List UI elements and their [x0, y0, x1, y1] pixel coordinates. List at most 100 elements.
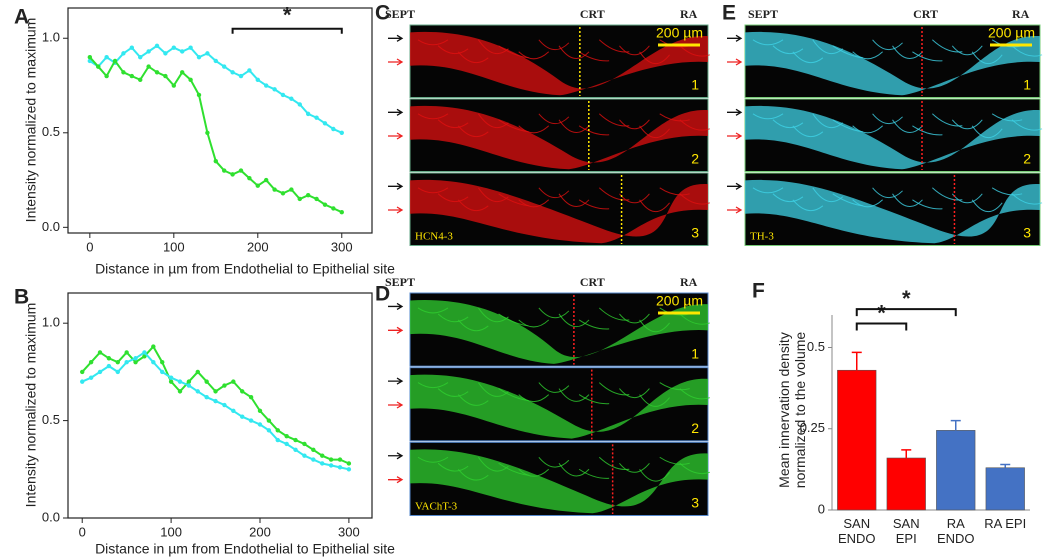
data-point — [205, 51, 210, 56]
error-bar — [950, 419, 961, 431]
y-tick-label: 0.0 — [42, 509, 60, 524]
fiber — [578, 468, 610, 479]
arrow — [388, 302, 404, 310]
data-point — [328, 463, 334, 468]
fiber — [619, 313, 650, 324]
data-point — [160, 359, 165, 365]
data-point — [297, 196, 302, 202]
y-axis-label: Mean innervation density normalized to t… — [776, 331, 808, 489]
arrow — [388, 108, 404, 116]
data-point — [163, 51, 168, 56]
data-point — [163, 73, 168, 79]
data-point — [112, 58, 118, 64]
data-point — [293, 447, 298, 453]
data-point — [129, 73, 135, 79]
y-tick-label: 0.5 — [42, 412, 60, 427]
fiber — [538, 456, 570, 468]
data-point — [328, 457, 334, 462]
fiber — [417, 456, 449, 463]
data-point — [293, 437, 298, 443]
x-axis-label: Distance in µm from Endothelial to Epith… — [95, 261, 395, 277]
data-point — [231, 379, 236, 384]
fiber — [951, 119, 983, 130]
data-point — [204, 379, 209, 384]
significance-bracket — [231, 27, 343, 34]
data-point — [97, 350, 103, 355]
fiber — [872, 39, 903, 51]
data-point — [331, 206, 336, 211]
data-point — [133, 356, 138, 361]
data-point — [213, 158, 219, 164]
data-point — [180, 49, 185, 54]
fiber — [679, 462, 711, 475]
data-point — [272, 87, 277, 92]
bar — [837, 369, 877, 511]
data-point — [106, 363, 112, 369]
data-point — [106, 356, 112, 361]
data-point — [311, 447, 316, 453]
fiber — [518, 468, 550, 477]
fiber — [679, 119, 711, 131]
scale-label: 200 µm — [988, 25, 1035, 41]
data-point — [205, 130, 210, 135]
data-point — [322, 202, 328, 207]
series-line — [81, 344, 350, 465]
data-point — [196, 54, 202, 60]
fiber — [457, 394, 489, 406]
x-tick-label: 300 — [338, 524, 360, 539]
data-point — [124, 359, 129, 365]
scale-label: 200 µm — [656, 293, 703, 309]
fiber — [971, 51, 1003, 65]
fiber — [872, 113, 903, 125]
strip-number: 2 — [691, 420, 699, 436]
arrow — [727, 58, 743, 66]
arrow — [727, 34, 743, 42]
x-axis-label: Distance in µm from Endothelial to Epith… — [95, 541, 395, 557]
fiber — [659, 187, 690, 196]
data-point — [138, 54, 143, 60]
data-point — [124, 350, 129, 355]
fiber — [558, 313, 590, 328]
fiber — [991, 187, 1023, 196]
fiber — [578, 51, 610, 62]
arrow — [388, 401, 404, 409]
strip-number: 2 — [691, 151, 699, 167]
data-point — [255, 77, 260, 83]
arrow — [388, 377, 404, 385]
x-tick-label: 300 — [331, 239, 353, 254]
data-point — [240, 389, 245, 394]
y-tick-label: 0.5 — [807, 339, 825, 354]
fiber — [679, 313, 711, 325]
region-label: RA — [680, 7, 698, 21]
x-tick-label: 200 — [247, 239, 269, 254]
y-tick-label: 1.0 — [42, 315, 60, 330]
significance-bracket — [855, 322, 908, 331]
significance-star: * — [283, 3, 292, 28]
data-point — [263, 83, 269, 88]
y-axis-label: Intensity normalized to maximum — [23, 18, 39, 223]
data-point — [213, 389, 218, 394]
data-point — [231, 408, 236, 414]
fiber — [437, 119, 469, 129]
y-tick-label: 0.0 — [42, 219, 60, 234]
data-point — [146, 64, 151, 69]
data-point — [257, 408, 263, 414]
fiber — [679, 45, 711, 57]
fiber — [417, 307, 449, 314]
data-point — [151, 344, 156, 349]
arrow — [388, 476, 404, 484]
scale-label: 200 µm — [656, 25, 703, 41]
data-point — [302, 441, 307, 447]
data-point — [337, 457, 343, 462]
fiber — [417, 187, 449, 194]
data-point — [154, 70, 160, 75]
x-tick-label: 200 — [249, 524, 271, 539]
data-point — [238, 73, 244, 79]
strip-number: 3 — [691, 495, 699, 511]
fiber — [538, 113, 570, 125]
data-point — [248, 418, 254, 423]
data-point — [80, 369, 85, 375]
error-bar — [1000, 463, 1011, 468]
data-point — [97, 369, 103, 375]
